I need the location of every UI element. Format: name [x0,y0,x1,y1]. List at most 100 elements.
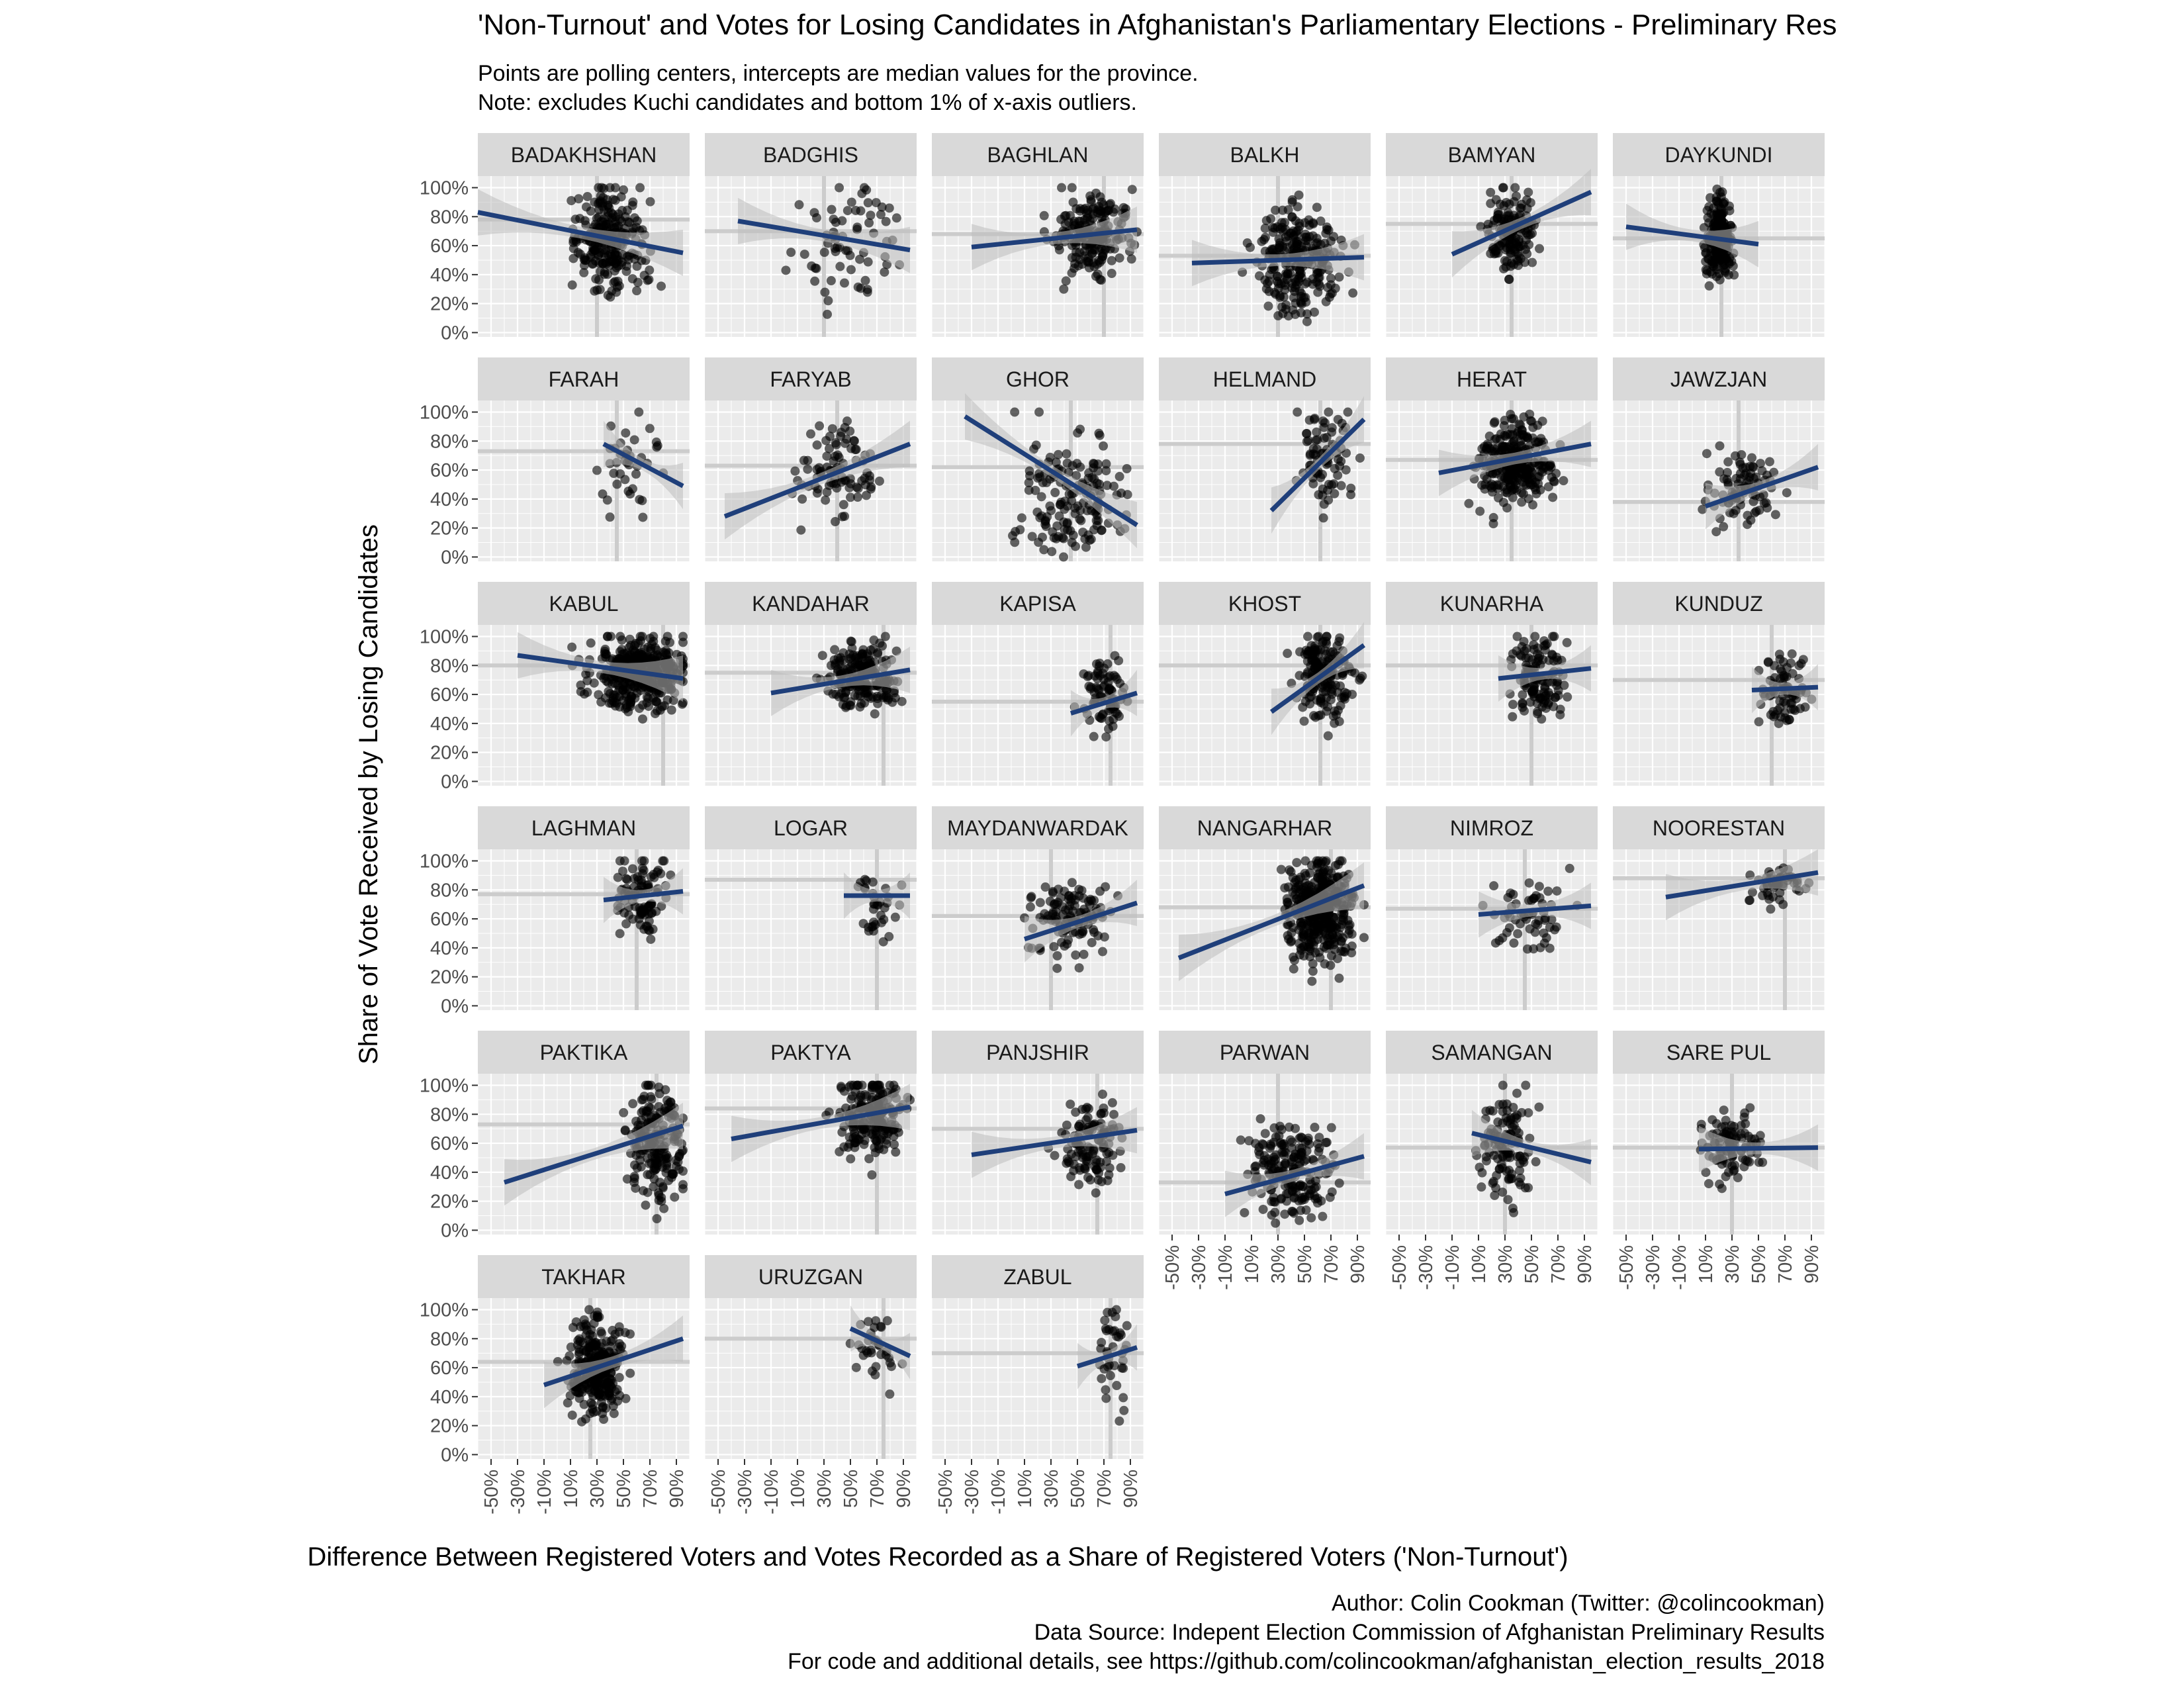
data-point [1059,552,1069,562]
data-point [1513,929,1523,939]
data-point [1059,284,1069,294]
data-point [1508,890,1518,900]
data-point [1026,892,1036,902]
panel-strip [478,357,690,400]
data-point [1533,709,1543,719]
data-point [1346,483,1356,493]
panel-strip [478,133,690,176]
data-point [622,874,632,884]
data-point [645,197,655,207]
data-point [1295,950,1305,960]
data-point [1508,700,1518,710]
data-point [678,1166,688,1176]
data-point [1800,702,1810,712]
data-point [637,909,647,919]
data-point [1089,731,1099,741]
data-point [1304,415,1314,425]
data-point [1322,222,1332,232]
data-point [1311,436,1321,445]
data-point [1042,478,1052,488]
data-point [603,200,613,210]
data-point [627,692,637,702]
data-point [1517,497,1527,507]
data-point [610,183,620,193]
data-point [1110,651,1120,661]
data-point [1528,894,1538,904]
data-point [1064,890,1074,900]
data-point [1089,459,1099,469]
data-point [1780,713,1790,723]
data-point [1306,692,1316,702]
data-point [1101,882,1111,892]
data-point [835,261,845,271]
data-point [1333,470,1343,480]
data-point [1342,448,1351,458]
data-point [884,203,894,213]
panel-strip [932,133,1144,176]
data-point [864,218,874,228]
data-point [1089,525,1099,535]
data-point [662,695,672,705]
data-point [1334,272,1344,282]
data-point [1704,281,1714,291]
data-point [1098,947,1108,957]
data-point [1093,269,1103,279]
panel-label: LAGHMAN [531,816,636,840]
data-point [1318,469,1328,479]
data-point [1323,731,1333,741]
data-point [1711,222,1721,232]
data-point [839,500,848,510]
data-point [1319,499,1329,509]
panel-badakhshan: BADAKHSHAN 0% 20% 40% 60% 80% 100% [420,133,690,344]
panel-label: NOORESTAN [1653,816,1785,840]
data-point [1326,695,1336,705]
data-point [839,278,849,288]
y-tick-label: 40% [430,1162,469,1184]
data-point [612,479,622,489]
data-point [1303,632,1313,641]
data-point [1702,449,1711,459]
data-point [1530,632,1540,641]
data-point [799,455,809,465]
data-point [1276,865,1286,874]
data-point [1534,460,1544,470]
data-point [1073,428,1083,438]
data-point [831,217,841,227]
data-point [654,1190,664,1200]
data-point [1524,187,1533,197]
data-point [635,494,645,504]
data-point [1109,481,1118,491]
y-tick-label: 80% [430,1104,469,1125]
data-point [1293,225,1303,235]
data-point [1107,256,1116,265]
data-point [1105,716,1115,726]
data-point [1039,545,1049,555]
y-tick-label: 20% [430,294,469,315]
data-point [1304,215,1314,225]
data-point [580,256,590,265]
data-point [1316,216,1326,226]
data-point [1524,878,1534,888]
data-point [1093,674,1103,684]
data-point [628,484,638,494]
data-point [1010,407,1020,417]
data-point [1355,453,1365,463]
data-point [608,216,617,226]
data-point [634,407,644,417]
y-tick-label: 40% [430,714,469,735]
data-point [862,287,872,297]
data-point [624,643,634,653]
data-point [866,211,876,220]
data-point [1524,240,1534,250]
data-point [858,919,868,929]
data-point [1095,192,1105,202]
data-point [847,643,857,653]
data-point [1334,637,1344,647]
data-point [831,438,841,448]
data-point [637,863,647,873]
data-point [873,648,883,658]
data-point [1267,265,1277,275]
data-point [567,196,576,206]
data-point [827,424,837,434]
data-point [1283,649,1293,659]
